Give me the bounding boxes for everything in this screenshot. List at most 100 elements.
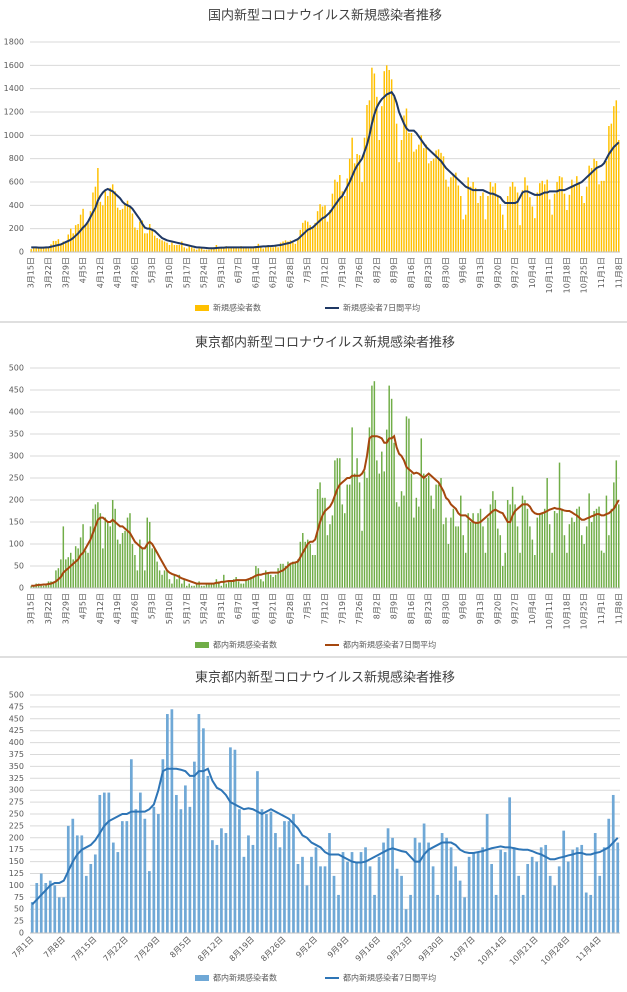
bar: [240, 583, 242, 588]
bar: [393, 442, 395, 588]
y-tick-label: 325: [9, 774, 24, 783]
bar: [245, 579, 247, 588]
bar: [503, 852, 507, 933]
bar: [519, 552, 521, 588]
bar: [146, 517, 148, 588]
bar: [74, 225, 77, 252]
bar: [92, 508, 94, 588]
bar: [52, 581, 55, 588]
bar: [418, 144, 420, 252]
bar: [287, 821, 291, 933]
bar: [284, 240, 287, 252]
bar: [403, 495, 405, 588]
bar: [309, 544, 311, 588]
bar: [75, 835, 79, 933]
bar: [481, 847, 484, 933]
bar: [476, 852, 480, 933]
x-tick-label: 7月12日: [321, 593, 330, 624]
bar: [432, 508, 435, 588]
chart-title: 東京都内新型コロナウイルス新規感染者推移: [195, 670, 455, 686]
bar: [356, 458, 358, 588]
bar: [457, 185, 460, 252]
bar: [331, 193, 334, 252]
bar: [450, 177, 452, 252]
bar: [373, 73, 376, 252]
bar: [82, 208, 84, 252]
bar: [84, 875, 88, 933]
bar: [57, 897, 61, 933]
bar: [30, 585, 32, 588]
bar: [472, 182, 474, 252]
bar: [183, 579, 186, 588]
bar: [363, 137, 366, 252]
bar: [265, 814, 268, 933]
bar: [511, 182, 514, 252]
bar: [203, 249, 205, 252]
y-tick-label: 150: [9, 518, 24, 527]
bar: [566, 210, 568, 252]
x-tick-label: 5月24日: [200, 257, 209, 288]
bar: [472, 852, 475, 933]
bar: [499, 535, 502, 588]
bar: [469, 186, 472, 252]
bar: [82, 524, 84, 588]
bar: [134, 809, 138, 933]
bar: [294, 243, 297, 252]
bar: [541, 180, 543, 252]
bar: [558, 462, 561, 588]
bar: [526, 185, 529, 252]
y-tick-label: 600: [9, 178, 24, 187]
bar: [319, 482, 321, 588]
bar: [151, 548, 153, 588]
bar: [368, 427, 371, 588]
bar: [437, 484, 440, 588]
bar: [571, 517, 573, 588]
bar: [257, 243, 260, 252]
bar: [65, 559, 67, 588]
bar: [376, 460, 378, 588]
bar: [427, 475, 430, 588]
bar: [218, 247, 220, 252]
x-tick-label: 9月27日: [511, 593, 520, 624]
bar: [306, 221, 309, 252]
bar: [442, 524, 445, 588]
bar: [138, 792, 142, 933]
bar: [494, 500, 497, 588]
x-tick-label: 8月19日: [228, 935, 256, 963]
x-tick-label: 9月9日: [326, 935, 351, 960]
bar: [455, 526, 457, 588]
bar: [502, 214, 504, 252]
bar: [274, 246, 277, 252]
bar: [442, 156, 445, 252]
bar: [339, 458, 341, 588]
bar: [553, 511, 556, 588]
bar: [445, 179, 447, 252]
bar: [102, 548, 104, 588]
y-tick-label: 400: [9, 201, 24, 210]
x-tick-label: 4月12日: [96, 593, 105, 624]
bar: [583, 203, 585, 252]
bar: [89, 526, 92, 588]
x-tick-label: 11月8日: [614, 257, 623, 288]
bar: [229, 747, 232, 933]
bar: [297, 238, 299, 252]
bar: [413, 837, 417, 933]
x-tick-label: 7月19日: [338, 593, 347, 624]
bar: [391, 837, 394, 933]
x-tick-label: 10月4日: [528, 257, 537, 288]
bar: [62, 241, 65, 252]
bar: [544, 844, 548, 933]
bar: [578, 506, 581, 588]
bar: [102, 792, 106, 933]
bar: [287, 241, 289, 252]
bar: [104, 517, 107, 588]
bar: [247, 835, 250, 933]
bar: [580, 196, 583, 252]
bar: [497, 194, 499, 252]
bar: [284, 566, 287, 588]
bar: [282, 563, 284, 588]
bar: [403, 115, 405, 252]
bar: [613, 482, 615, 588]
legend-swatch: [195, 305, 209, 311]
bar: [608, 535, 610, 588]
